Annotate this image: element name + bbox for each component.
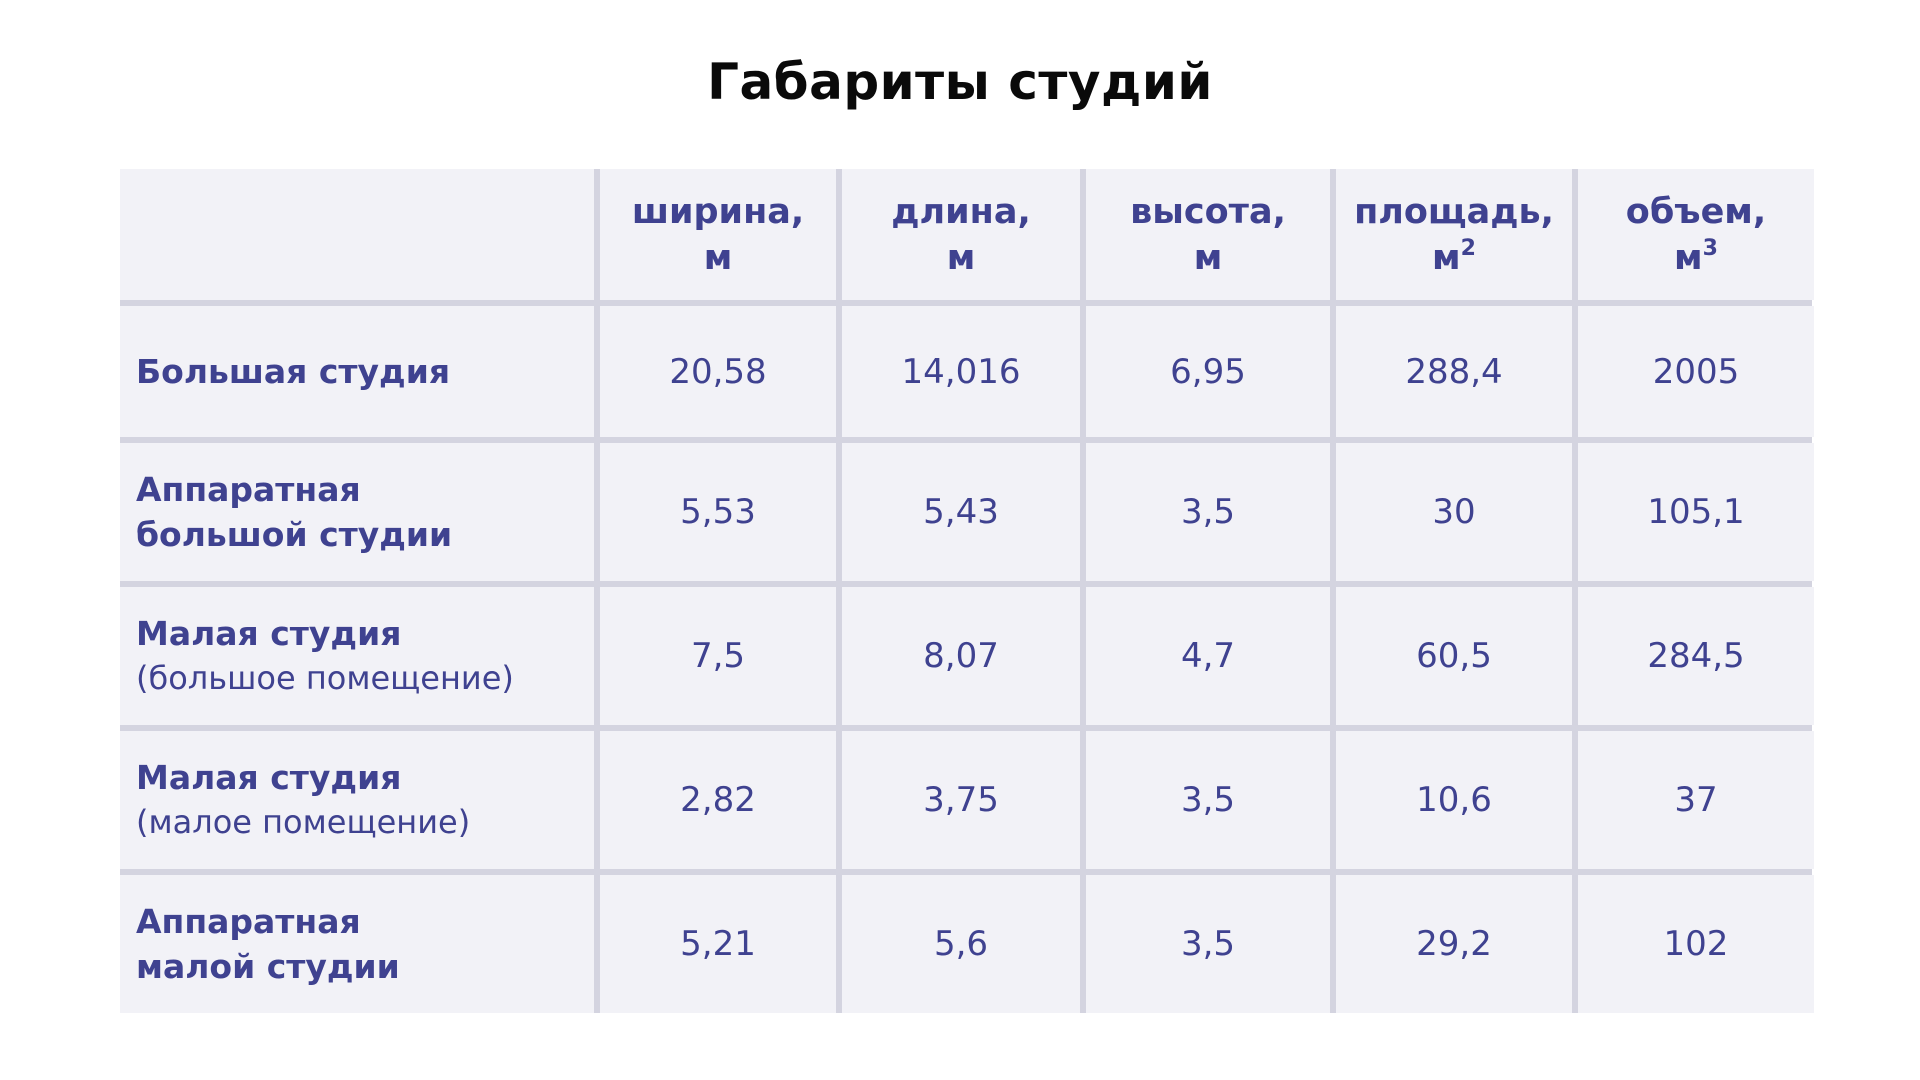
table-cell: 10,6 [1336, 731, 1572, 869]
table-cell: 105,1 [1578, 443, 1814, 581]
column-header-unit: м [1674, 237, 1703, 278]
table-cell: 2005 [1578, 306, 1814, 437]
row-name: Аппаратная малой студии [136, 902, 400, 986]
table-cell: 3,75 [842, 731, 1080, 869]
row-header-small-studio-small-room: Малая студия (малое помещение) [120, 731, 594, 869]
column-header-height: высота, м [1086, 169, 1330, 300]
column-header-area: площадь, м2 [1336, 169, 1572, 300]
table-cell: 5,21 [600, 875, 836, 1013]
row-name: Малая студия [136, 614, 402, 653]
studio-dimensions-table: ширина, м длина, м высота, м площадь, м2… [120, 169, 1814, 1013]
table-cell: 14,016 [842, 306, 1080, 437]
column-header-unit: м [946, 237, 976, 278]
unit-superscript: 2 [1460, 235, 1476, 261]
table-cell: 60,5 [1336, 587, 1572, 725]
table-cell: 7,5 [600, 587, 836, 725]
row-header-small-studio-large-room: Малая студия (большое помещение) [120, 587, 594, 725]
column-header-unit: м [1432, 237, 1461, 278]
table-cell: 37 [1578, 731, 1814, 869]
column-header-unit: м [703, 237, 733, 278]
table-cell: 3,5 [1086, 443, 1330, 581]
table-cell: 288,4 [1336, 306, 1572, 437]
row-note: (большое помещение) [136, 659, 514, 697]
table-cell: 2,82 [600, 731, 836, 869]
column-header-unit: м [1193, 237, 1223, 278]
column-header-label: объем, [1625, 191, 1767, 232]
table-cell: 5,43 [842, 443, 1080, 581]
table-cell: 3,5 [1086, 875, 1330, 1013]
row-header-small-studio-control-room: Аппаратная малой студии [120, 875, 594, 1013]
column-header-label: ширина, [631, 191, 805, 232]
table-corner-cell [120, 169, 594, 300]
row-name: Большая студия [136, 352, 451, 391]
row-header-large-studio: Большая студия [120, 306, 594, 437]
column-header-label: длина, [891, 191, 1031, 232]
page-title: Габариты студий [707, 53, 1213, 111]
unit-superscript: 3 [1702, 235, 1718, 261]
column-header-label: высота, [1130, 191, 1286, 232]
table-cell: 102 [1578, 875, 1814, 1013]
column-header-length: длина, м [842, 169, 1080, 300]
column-header-volume: объем, м3 [1578, 169, 1814, 300]
column-header-width: ширина, м [600, 169, 836, 300]
table-cell: 5,53 [600, 443, 836, 581]
row-name: Аппаратная большой студии [136, 470, 453, 554]
table-cell: 20,58 [600, 306, 836, 437]
table-cell: 5,6 [842, 875, 1080, 1013]
row-name: Малая студия [136, 758, 402, 797]
table-cell: 6,95 [1086, 306, 1330, 437]
table-cell: 4,7 [1086, 587, 1330, 725]
table-cell: 29,2 [1336, 875, 1572, 1013]
table-cell: 8,07 [842, 587, 1080, 725]
table-cell: 30 [1336, 443, 1572, 581]
row-header-large-studio-control-room: Аппаратная большой студии [120, 443, 594, 581]
column-header-label: площадь, [1354, 191, 1554, 232]
table-cell: 284,5 [1578, 587, 1814, 725]
row-note: (малое помещение) [136, 803, 471, 841]
table-cell: 3,5 [1086, 731, 1330, 869]
